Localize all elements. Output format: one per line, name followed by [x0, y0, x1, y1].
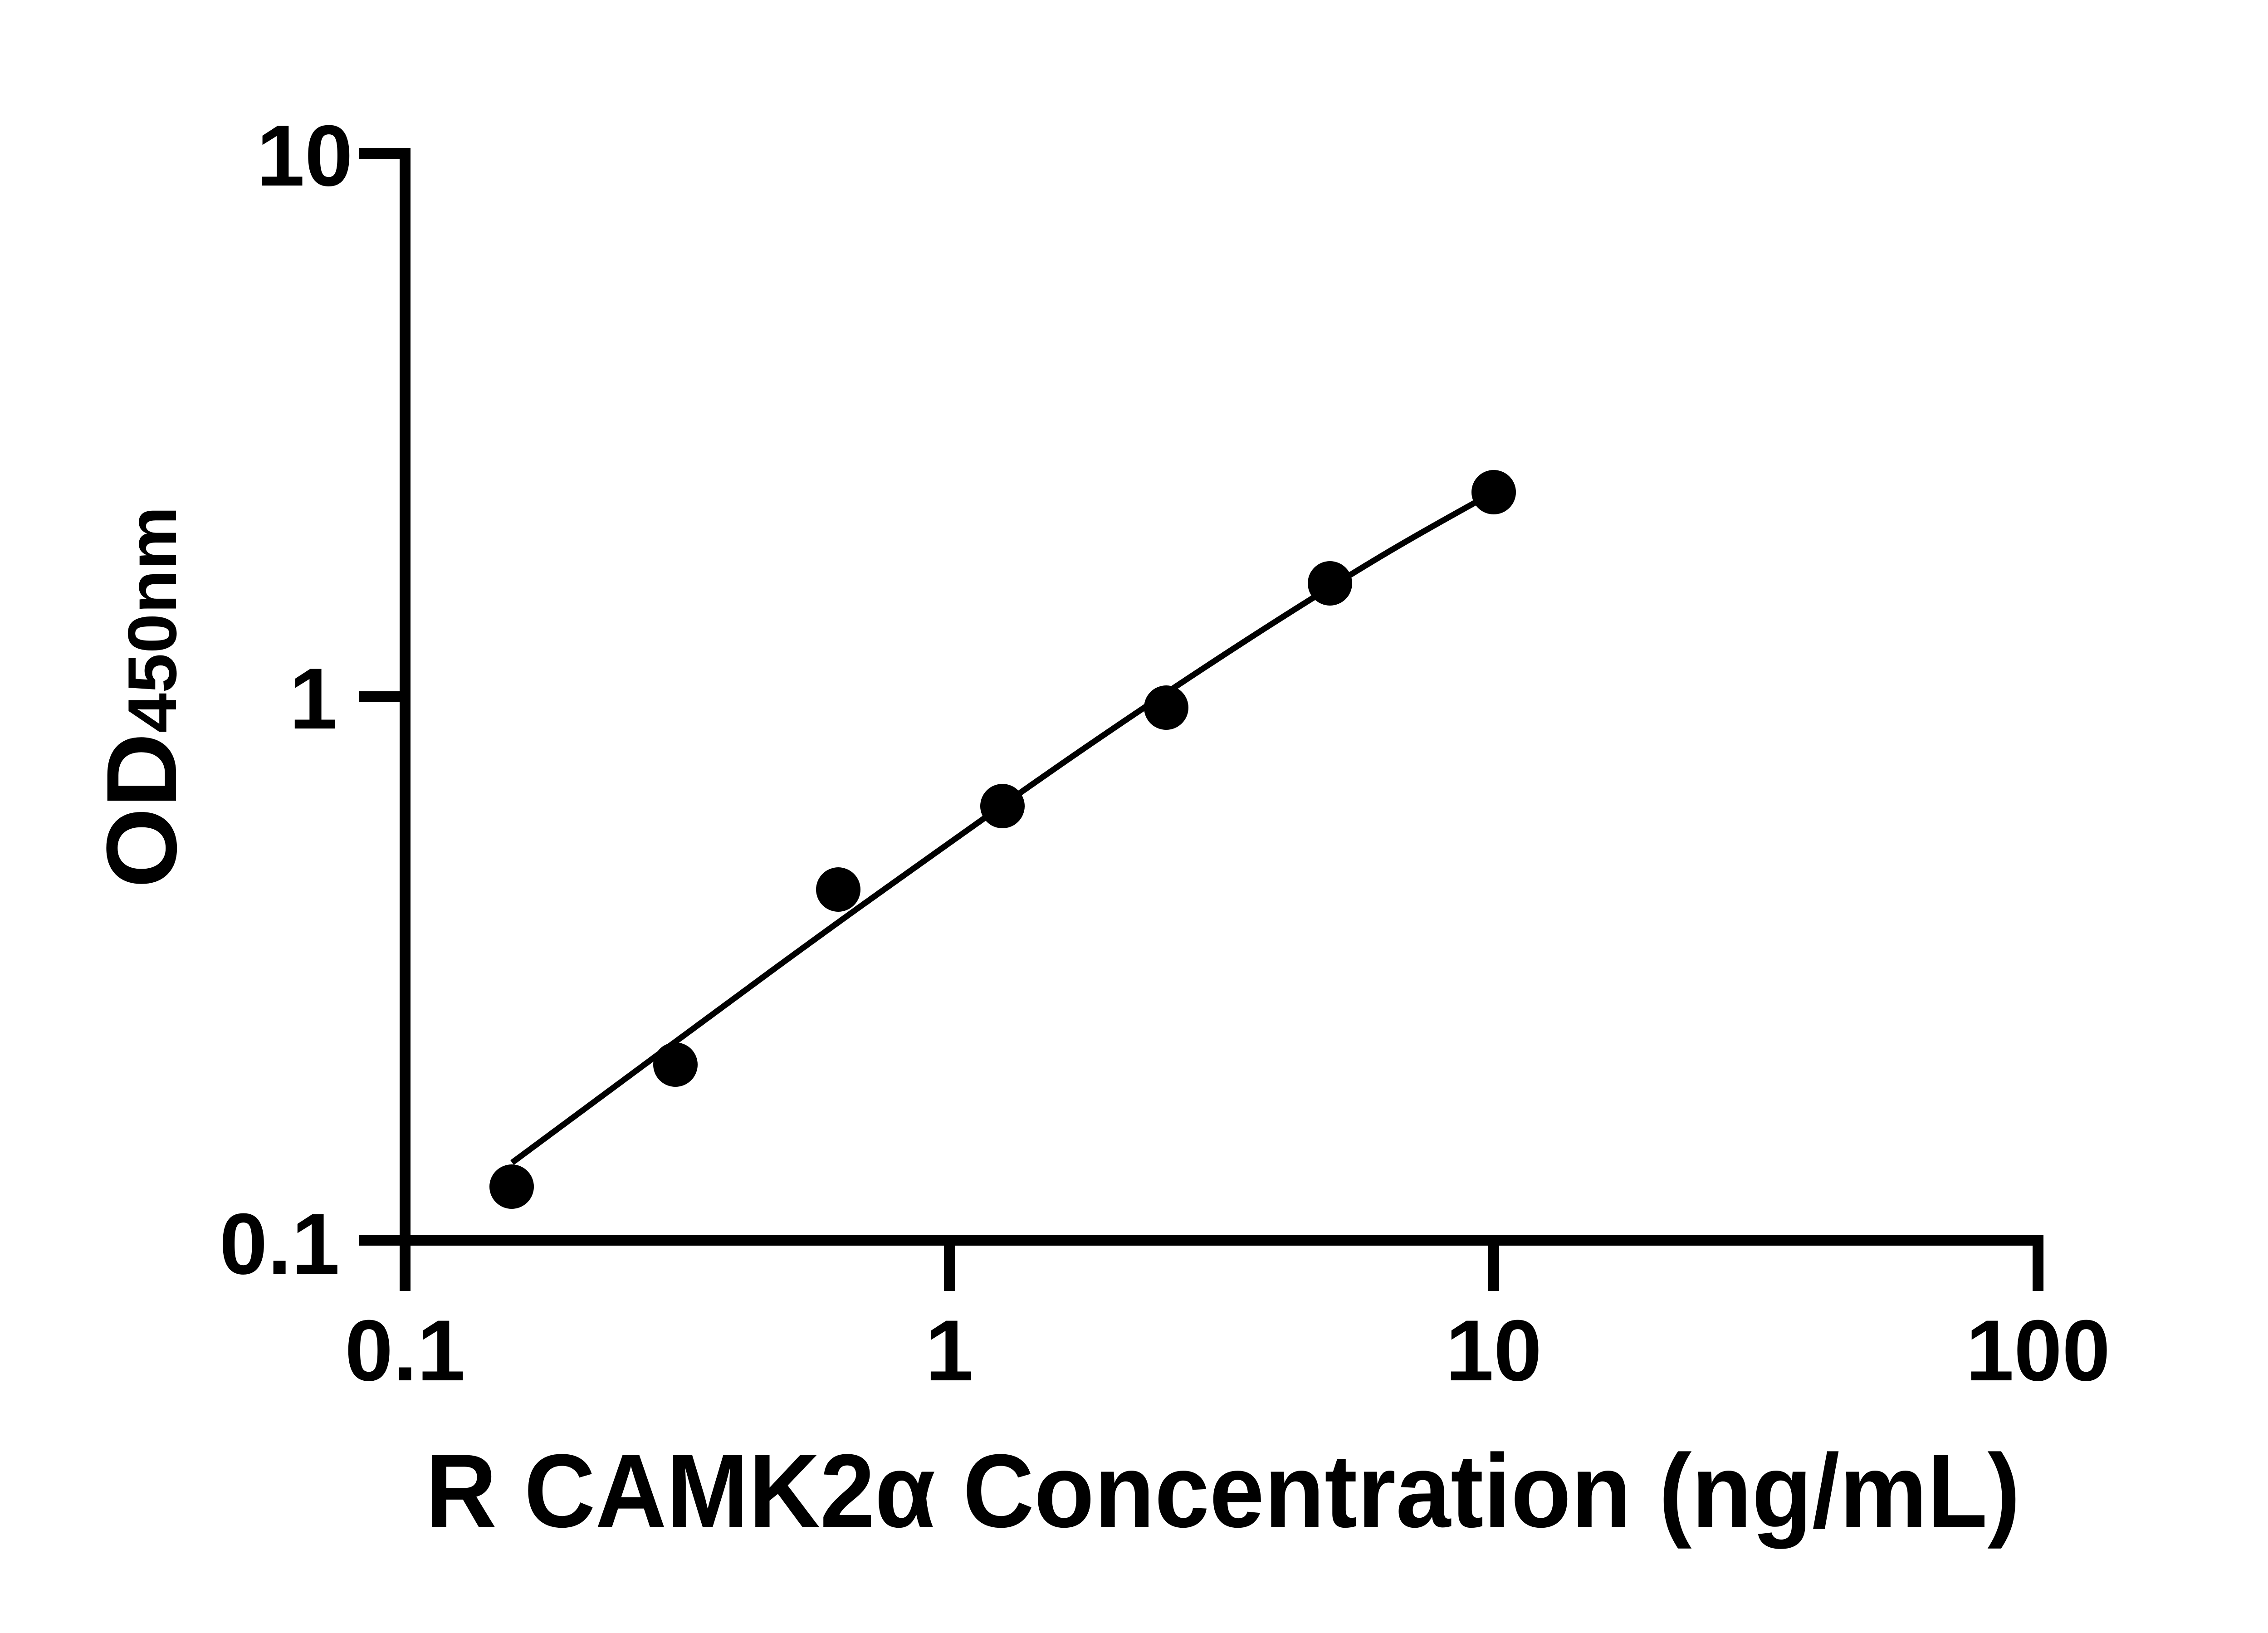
svg-text:0.1: 0.1 — [345, 1302, 465, 1399]
svg-text:0.1: 0.1 — [219, 1196, 340, 1292]
svg-text:1: 1 — [925, 1302, 973, 1399]
svg-text:1: 1 — [289, 650, 337, 747]
svg-text:100: 100 — [1966, 1302, 2111, 1399]
svg-text:10: 10 — [257, 108, 353, 204]
svg-text:R CAMK2α Concentration (ng/mL): R CAMK2α Concentration (ng/mL) — [425, 1433, 2020, 1549]
svg-text:10: 10 — [1446, 1302, 1542, 1399]
